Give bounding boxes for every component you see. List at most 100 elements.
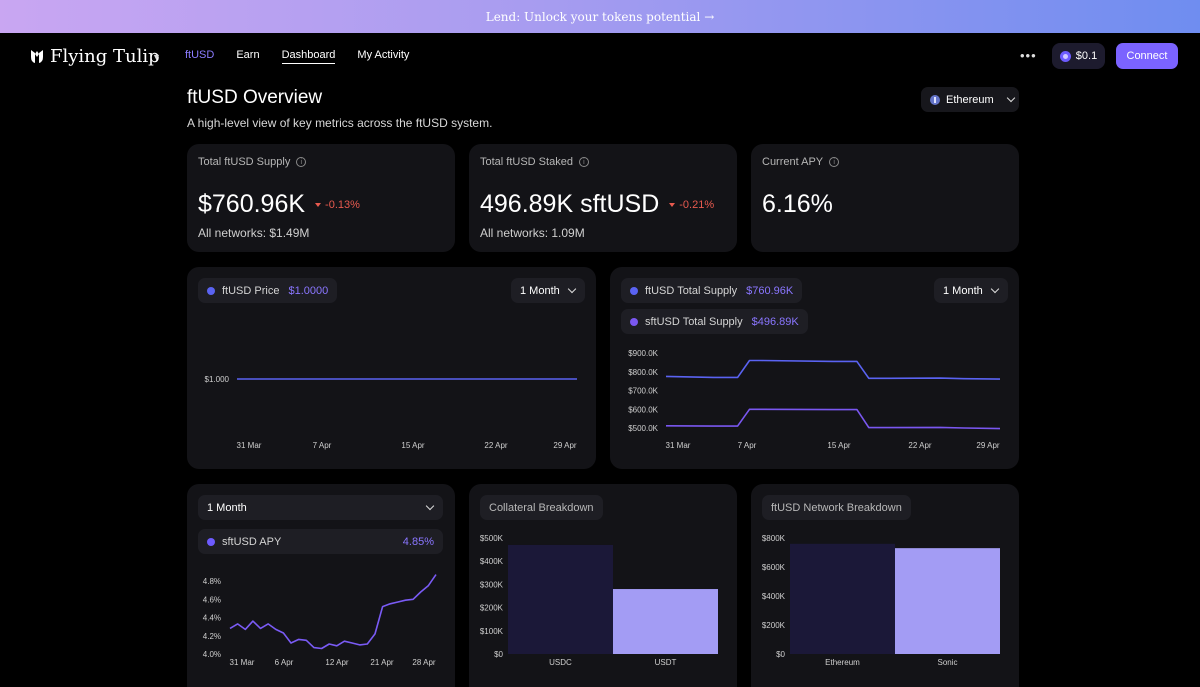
balance-value: $0.1 [1075,50,1098,62]
page-title: ftUSD Overview [187,87,323,108]
y-tick-label: $800.0K [628,368,658,377]
legend-label-group: sftUSD APY [207,536,281,548]
legend-dot [207,537,215,546]
network-select-label: Ethereum [946,93,994,106]
y-tick-label: $0 [494,650,503,659]
x-tick-label: 29 Apr [553,441,576,450]
x-tick-label: 28 Apr [412,658,435,667]
top-nav: Flying Tulip ▼ ftUSD Earn Dashboard My A… [0,33,1200,80]
nav-earn[interactable]: Earn [236,49,260,61]
info-icon[interactable]: i [578,157,589,167]
x-tick-label: 7 Apr [738,441,757,450]
bar-usdc [508,544,613,654]
logo-text: Flying Tulip [50,46,160,67]
supply-chart-card: ftUSD Total Supply $760.96K sftUSD Total… [610,267,1019,469]
stat-change: -0.13% [315,199,360,211]
x-tick-label: USDT [655,658,677,667]
x-tick-label: 12 Apr [325,658,348,667]
stat-subtext: All networks: $1.49M [198,226,310,240]
x-tick-label: 15 Apr [401,441,424,450]
x-tick-label: USDC [549,658,572,667]
staked-supply-legend: sftUSD Total Supply $496.89K [621,309,808,334]
stat-change: -0.21% [669,199,714,211]
bar-usdt [613,589,718,654]
x-tick-label: 7 Apr [313,441,332,450]
legend-label: sftUSD Total Supply [645,315,743,328]
apy-range-select[interactable]: 1 Month [198,495,443,520]
y-tick-label: 4.8% [203,577,221,586]
apy-chart: 4.8% 4.6% 4.4% 4.2% 4.0% 31 Mar 6 Apr 12 Apr 21 … [203,574,437,667]
series-line-sftusd-apy [229,574,437,650]
series-line-sftusd-total-supply [665,408,1001,430]
down-arrow-icon [669,202,676,207]
stat-change-text: -0.21% [679,198,715,211]
tulip-logo-icon [31,49,43,63]
network-select[interactable]: Ethereum [921,87,1019,112]
y-tick-label: $200K [480,604,504,613]
y-tick-label: 4.6% [203,595,221,604]
logo[interactable]: Flying Tulip [30,46,160,67]
balance-pill[interactable]: $0.1 [1052,43,1105,69]
x-tick-label: Sonic [937,658,957,667]
range-label: 1 Month [520,284,560,297]
range-label: 1 Month [943,284,983,297]
price-chart: 31 Mar 7 Apr 15 Apr 22 Apr 29 Apr $1.000 [205,375,577,450]
y-tick-label: $200K [762,621,786,630]
x-tick-label: 15 Apr [827,441,850,450]
y-tick-label: $900.0K [628,349,658,358]
price-range-select[interactable]: 1 Month [511,278,585,303]
info-icon[interactable]: i [296,157,307,167]
y-tick-label: $100K [480,627,504,636]
stat-value-text: 496.89K sftUSD [480,190,660,218]
stat-label: Total ftUSD Supply i [198,156,307,168]
token-icon [1059,50,1071,62]
y-tick-label: $500K [480,534,504,543]
connect-button[interactable]: Connect [1116,43,1178,69]
stat-value-text: $760.96K [198,190,306,218]
y-tick-label: $700.0K [628,387,658,396]
y-tick-label: $500.0K [628,424,658,433]
page-subtitle: A high-level view of key metrics across … [187,116,493,130]
stat-card-current-apy: Current APY i 6.16% [751,144,1019,252]
network-chart: $800K $600K $400K $200K $0 Ethereum Sonic [762,534,1000,667]
price-chart-card: ftUSD Price $1.0000 1 Month 31 Mar 7 Apr 1… [187,267,596,469]
legend-dot [630,286,638,295]
promo-banner[interactable]: Lend: Unlock your tokens potential → [0,0,1200,33]
bar-ethereum [790,543,895,654]
x-tick-label: 22 Apr [908,441,931,450]
y-tick-label: 4.4% [203,614,221,623]
y-tick-label: $300K [480,580,504,589]
stat-value-text: 6.16% [762,190,833,218]
y-tick-label: $400K [762,592,786,601]
series-line-ftusd-total-supply [665,359,1001,380]
nav-dashboard[interactable]: Dashboard [281,49,336,64]
nav-links: ftUSD Earn Dashboard My Activity [185,49,409,64]
price-legend: ftUSD Price $1.0000 [198,278,338,303]
ethereum-icon [930,94,940,105]
y-tick-label: 4.2% [203,632,221,641]
nav-ftusd[interactable]: ftUSD [185,49,215,61]
caret-down-icon[interactable]: ▼ [152,52,161,62]
x-tick-label: 31 Mar [237,441,262,450]
y-tick-label: $0 [776,650,785,659]
legend-dot [207,286,215,295]
y-tick-label: $600K [762,563,786,572]
more-menu-icon[interactable]: ••• [1020,48,1037,63]
promo-banner-text[interactable]: Lend: Unlock your tokens potential → [485,9,715,24]
legend-label: ftUSD Price [222,284,280,297]
nav-my-activity[interactable]: My Activity [357,49,410,61]
stat-label: Total ftUSD Staked i [480,156,589,168]
x-tick-label: 22 Apr [484,441,507,450]
x-tick-label: 29 Apr [976,441,999,450]
apy-chart-card: 1 Month sftUSD APY 4.85% 4.8% 4.6% 4.4% 4.2… [187,484,455,687]
legend-dot [630,317,638,326]
info-icon[interactable]: i [829,157,840,167]
stat-label-text: Total ftUSD Staked [480,156,573,168]
supply-range-select[interactable]: 1 Month [934,278,1008,303]
bar-sonic [895,548,1000,654]
stat-change-text: -0.13% [325,198,360,211]
chart-title: Collateral Breakdown [480,495,603,520]
range-label: 1 Month [207,501,247,514]
apy-legend: sftUSD APY 4.85% [198,529,443,554]
y-tick-label: 4.0% [203,650,221,659]
